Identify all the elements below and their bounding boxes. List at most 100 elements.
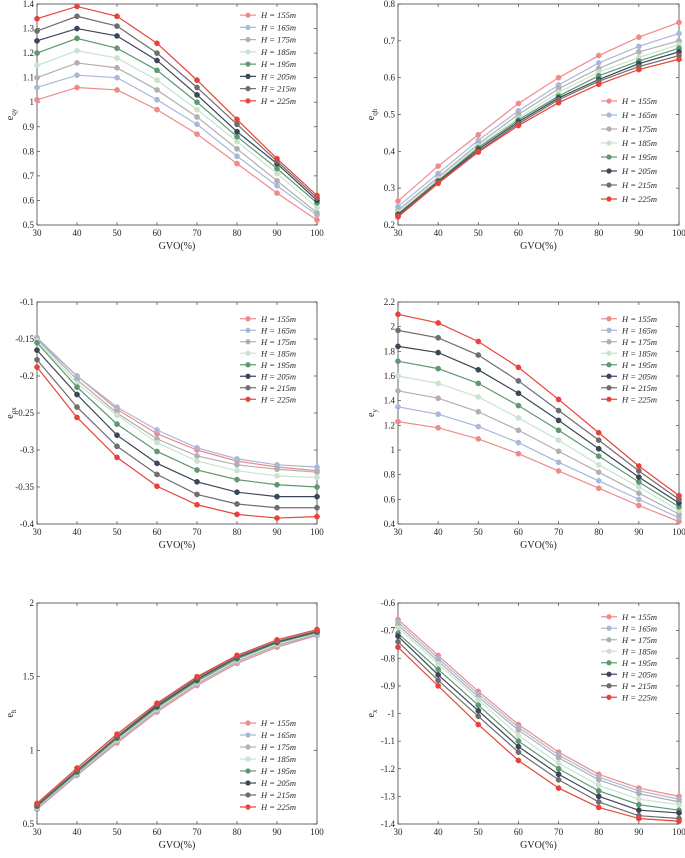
data-point	[515, 727, 522, 733]
data-point	[555, 427, 562, 434]
legend-swatch-marker	[245, 744, 251, 750]
legend-label: H = 215m	[621, 180, 657, 190]
series-line	[397, 635, 680, 814]
data-point	[555, 417, 562, 424]
y-tick-label: -0.25	[15, 408, 34, 418]
data-point	[274, 481, 280, 488]
y-tick-label: 1.3	[23, 24, 35, 34]
series-line	[36, 27, 318, 201]
legend: H = 155m H = 165m H = 175m H = 185m H = 195m…	[236, 717, 312, 813]
series-line	[397, 360, 680, 508]
legend-label: H = 165m	[621, 623, 657, 633]
legend-swatch-marker	[606, 637, 612, 643]
x-tick-label: 60	[514, 527, 524, 537]
series-line	[397, 21, 680, 202]
y-tick-label: 0.9	[23, 122, 35, 132]
x-tick-label: 50	[113, 827, 123, 837]
x-tick-label: 100	[310, 827, 324, 837]
legend-label: H = 185m	[621, 138, 657, 148]
data-point	[34, 37, 40, 44]
y-axis-label: ey	[366, 409, 379, 417]
x-tick-label: 30	[33, 527, 43, 537]
data-point	[114, 64, 120, 71]
data-point	[475, 436, 482, 442]
legend-swatch-marker	[606, 316, 612, 322]
series-line	[36, 5, 318, 196]
data-point	[34, 364, 40, 370]
y-tick-label: 1.6	[384, 371, 396, 381]
plot-frame	[36, 602, 318, 825]
data-point	[515, 378, 522, 384]
data-point	[194, 501, 200, 508]
y-axis-label-base: e	[5, 115, 16, 120]
legend-swatch-marker	[606, 327, 612, 333]
y-tick-label: 1	[30, 745, 35, 755]
data-point	[74, 13, 80, 20]
data-point	[194, 131, 200, 137]
x-tick-label: 80	[594, 827, 604, 837]
data-point	[636, 502, 642, 509]
data-point	[435, 334, 441, 341]
series-8	[395, 644, 682, 825]
data-point	[314, 204, 320, 211]
data-point	[234, 476, 240, 483]
data-point	[395, 214, 401, 220]
x-tick-label: 100	[310, 228, 324, 238]
series-8	[395, 311, 682, 499]
data-point	[114, 45, 120, 52]
data-point	[114, 454, 120, 461]
data-point	[395, 327, 401, 334]
y-axis-label-subscript: h	[10, 709, 18, 713]
x-tick-label: 90	[273, 228, 283, 238]
data-point	[154, 439, 160, 446]
data-point	[676, 818, 682, 825]
data-point	[595, 453, 602, 460]
legend-label: H = 205m	[260, 371, 296, 381]
data-point	[194, 458, 200, 464]
y-axis-label-base: e	[5, 712, 16, 717]
series-4	[34, 47, 320, 211]
series-5	[395, 358, 682, 510]
legend-label: H = 185m	[260, 47, 296, 57]
y-tick-label: -1.1	[381, 736, 395, 746]
series-6	[395, 633, 682, 816]
x-tick-label: 80	[233, 228, 243, 238]
x-axis-label: GVO(%)	[520, 840, 557, 851]
legend-swatch-marker	[606, 660, 612, 666]
data-point	[74, 391, 80, 398]
data-point	[154, 57, 160, 64]
series-8	[34, 626, 320, 807]
y-tick-label: -0.7	[381, 626, 396, 636]
y-tick-label: 2	[391, 322, 396, 332]
data-point	[555, 754, 562, 761]
data-point	[435, 424, 441, 431]
data-point	[435, 180, 441, 187]
series-6	[395, 343, 682, 506]
legend-swatch-marker	[245, 73, 251, 79]
x-tick-label: 100	[672, 228, 685, 238]
series-1	[395, 19, 682, 204]
y-tick-label: 1	[391, 445, 396, 455]
plot-frame	[397, 301, 680, 525]
data-point	[234, 511, 240, 518]
y-tick-label: -1.2	[381, 764, 395, 774]
data-point	[114, 13, 120, 20]
data-point	[475, 338, 482, 345]
legend-label: H = 225m	[260, 394, 296, 404]
x-axis-label: GVO(%)	[159, 540, 196, 551]
legend-label: H = 155m	[260, 718, 296, 728]
data-point	[234, 121, 240, 128]
data-point	[475, 380, 482, 387]
legend-swatch-marker	[245, 720, 251, 726]
series-line	[397, 646, 680, 822]
legend-swatch-marker	[245, 792, 251, 798]
data-point	[595, 461, 602, 468]
legend-label: H = 215m	[260, 84, 296, 94]
legend-swatch-marker	[245, 385, 251, 391]
series-line	[397, 641, 680, 820]
x-tick-label: 90	[634, 228, 644, 238]
series-line	[36, 632, 318, 808]
series-line	[397, 329, 680, 500]
data-point	[515, 390, 522, 397]
legend-swatch-marker	[606, 182, 612, 188]
